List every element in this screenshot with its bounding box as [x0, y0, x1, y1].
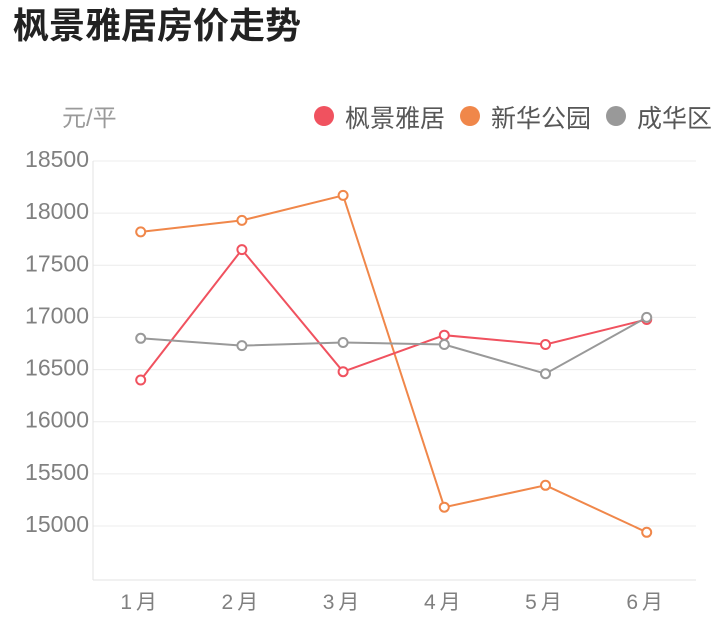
svg-text:18500: 18500 — [25, 146, 89, 172]
svg-text:1月: 1月 — [120, 591, 161, 614]
svg-text:3月: 3月 — [323, 591, 364, 614]
svg-text:16000: 16000 — [25, 407, 89, 433]
svg-text:5月: 5月 — [525, 591, 566, 614]
svg-text:15500: 15500 — [25, 459, 89, 485]
svg-text:17500: 17500 — [25, 250, 89, 276]
svg-text:16500: 16500 — [25, 355, 89, 381]
svg-text:2月: 2月 — [222, 591, 263, 614]
svg-text:15000: 15000 — [25, 511, 89, 537]
svg-text:4月: 4月 — [424, 591, 465, 614]
svg-text:6月: 6月 — [626, 591, 667, 614]
svg-text:17000: 17000 — [25, 302, 89, 328]
svg-text:18000: 18000 — [25, 198, 89, 224]
